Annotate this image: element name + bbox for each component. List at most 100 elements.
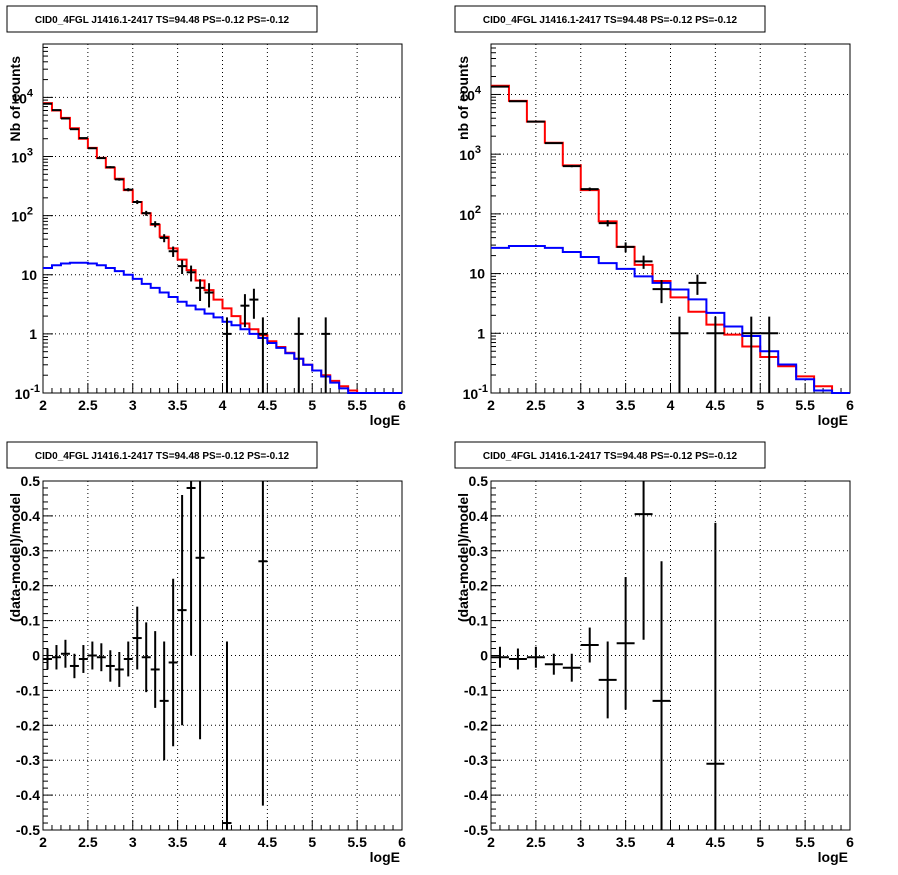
series-3	[491, 85, 779, 393]
x-tick-label: 2.5	[78, 397, 98, 413]
series-2	[43, 261, 402, 394]
data-point	[69, 653, 79, 679]
y-axis-label: Nb of counts	[7, 56, 23, 142]
y-tick-label: 0.3	[21, 543, 41, 559]
y-tick-label: 0.3	[469, 543, 489, 559]
data-point	[634, 481, 653, 640]
data-point	[634, 255, 653, 269]
x-tick-label: 6	[846, 397, 854, 413]
title-box	[6, 441, 318, 469]
y-tick-label: 0.5	[469, 473, 489, 489]
data-point	[706, 316, 725, 393]
y-tick-label: -0.4	[464, 787, 488, 803]
data-point	[195, 481, 205, 740]
data-point	[78, 645, 88, 673]
data-point	[321, 317, 331, 393]
data-point	[159, 641, 169, 761]
data-point	[742, 316, 761, 393]
data-point	[105, 166, 115, 169]
data-point	[240, 294, 250, 328]
y-tick-label: -0.4	[16, 787, 40, 803]
x-tick-label: 2	[487, 834, 495, 850]
data-point	[123, 641, 133, 677]
x-tick-label: 5	[308, 834, 316, 850]
data-point	[222, 317, 232, 393]
chart-title: CID0_4FGL J1416.1-2417 TS=94.48 PS=-0.12…	[35, 451, 290, 462]
data-point	[580, 627, 599, 663]
data-point	[96, 157, 106, 160]
model-step-line	[491, 84, 850, 394]
x-tick-label: 3	[577, 397, 585, 413]
x-axis-label: logE	[370, 849, 400, 865]
x-tick-label: 3.5	[616, 834, 636, 850]
data-point	[186, 265, 196, 282]
x-tick-label: 6	[846, 834, 854, 850]
y-tick-label: 1	[477, 325, 485, 341]
x-tick-label: 3	[577, 834, 585, 850]
data-point	[616, 242, 635, 253]
x-tick-label: 4.5	[258, 397, 278, 413]
y-tick-label: 103	[11, 147, 33, 166]
x-tick-label: 3	[129, 397, 137, 413]
data-point	[43, 102, 52, 105]
data-point	[222, 641, 232, 830]
x-tick-label: 2.5	[78, 834, 98, 850]
y-tick-label: 102	[11, 206, 33, 225]
y-tick-label: 103	[459, 144, 481, 163]
y-tick-label: 0.5	[21, 473, 41, 489]
y-tick-label: -0.3	[16, 752, 40, 768]
title-box	[6, 5, 318, 33]
data-point	[294, 317, 304, 393]
y-tick-label: -0.5	[16, 822, 40, 838]
data-point	[114, 652, 124, 687]
x-axis-label: logE	[370, 412, 400, 428]
data-point	[562, 653, 581, 682]
y-tick-label: -0.2	[464, 717, 488, 733]
data-point	[652, 561, 671, 830]
data-point	[204, 283, 214, 308]
data-point	[186, 481, 196, 656]
data-point	[60, 117, 70, 120]
data-point	[598, 641, 617, 719]
y-tick-label: 10-1	[463, 383, 488, 402]
data-point	[258, 481, 268, 806]
data-point	[652, 280, 671, 304]
data-point	[562, 165, 581, 168]
x-tick-label: 5	[308, 397, 316, 413]
series-1	[43, 481, 268, 830]
panel-1: CID0_4FGL J1416.1-2417 TS=94.48 PS=-0.12…	[6, 5, 406, 428]
x-tick-label: 3.5	[616, 397, 636, 413]
y-tick-label: 10	[21, 267, 37, 283]
data-point	[526, 646, 545, 668]
data-point	[508, 648, 527, 670]
data-point	[43, 648, 52, 670]
x-tick-label: 4	[219, 397, 227, 413]
data-point	[132, 606, 142, 670]
panel-3: CID0_4FGL J1416.1-2417 TS=94.48 PS=-0.12…	[6, 441, 406, 865]
data-point	[616, 576, 635, 710]
grid	[491, 44, 850, 393]
y-axis: -0.5 -0.4 -0.3 -0.2 -0.1 0 0.1 0.2 0.3 0.4 0.5 (dat…	[7, 473, 53, 838]
data-point	[195, 279, 205, 301]
data-point	[688, 274, 707, 295]
data-point	[87, 641, 97, 670]
data-point	[544, 142, 563, 145]
data-point	[670, 316, 689, 393]
x-axis-label: logE	[818, 849, 848, 865]
data-point	[51, 109, 61, 112]
data-point	[491, 646, 509, 668]
title-box	[454, 5, 766, 33]
x-tick-label: 5	[756, 397, 764, 413]
data-point	[760, 316, 779, 393]
panel-2: CID0_4FGL J1416.1-2417 TS=94.48 PS=-0.12…	[454, 5, 854, 428]
series-1	[491, 481, 725, 830]
y-tick-label: 0	[32, 648, 40, 664]
data-point	[123, 188, 133, 192]
data-point	[249, 288, 259, 319]
y-tick-label: 104	[11, 87, 34, 106]
panel-4: CID0_4FGL J1416.1-2417 TS=94.48 PS=-0.12…	[454, 441, 854, 865]
y-axis-label: (data-model)/model	[7, 493, 23, 622]
